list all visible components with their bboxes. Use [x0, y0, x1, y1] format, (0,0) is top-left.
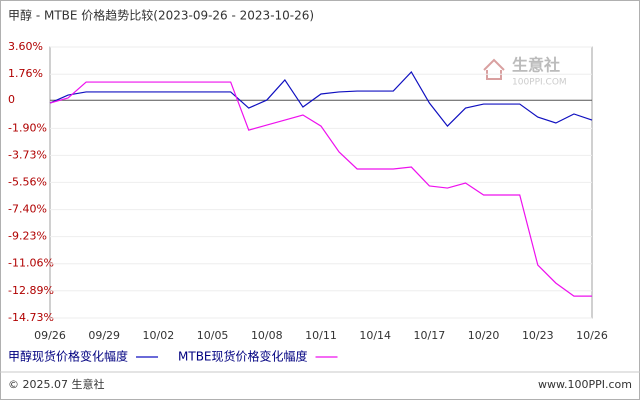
x-tick-label: 10/20: [468, 329, 500, 342]
x-tick-label: 09/29: [88, 329, 120, 342]
y-tick-label: 0: [8, 93, 15, 106]
series-line: [49, 81, 592, 297]
x-tick-label: 10/11: [305, 329, 337, 342]
x-tick-label: 09/26: [34, 329, 66, 342]
y-tick-label: -1.90%: [8, 121, 47, 134]
y-tick-label: -11.06%: [8, 257, 54, 270]
y-tick-label: 3.60%: [8, 40, 43, 53]
x-tick-label: 10/17: [414, 329, 446, 342]
y-tick-label: -14.73%: [8, 311, 54, 324]
x-tick-label: 10/08: [251, 329, 283, 342]
legend-label: 甲醇现货价格变化幅度: [8, 349, 128, 364]
y-tick-label: -12.89%: [8, 284, 54, 297]
watermark-sub: 100PPI.COM: [512, 78, 567, 88]
x-tick-label: 10/23: [522, 329, 554, 342]
watermark: 生意社: [512, 56, 560, 75]
series-line: [49, 70, 593, 127]
y-tick-label: -5.56%: [8, 175, 47, 188]
y-tick-label: -7.40%: [8, 203, 47, 216]
y-tick-label: 1.76%: [8, 67, 43, 80]
footer-right: www.100PPI.com: [538, 378, 632, 391]
y-tick-label: -3.73%: [8, 148, 47, 161]
chart-title: 甲醇 - MTBE 价格趋势比较(2023-09-26 - 2023-10-26…: [8, 8, 314, 23]
x-tick-label: 10/02: [143, 329, 175, 342]
y-tick-label: -9.23%: [8, 230, 47, 243]
x-tick-label: 10/05: [197, 329, 229, 342]
x-tick-label: 10/26: [576, 329, 608, 342]
footer-left: © 2025.07 生意社: [8, 377, 104, 391]
x-tick-label: 10/14: [359, 329, 391, 342]
legend-label: MTBE现货价格变化幅度: [178, 349, 308, 364]
